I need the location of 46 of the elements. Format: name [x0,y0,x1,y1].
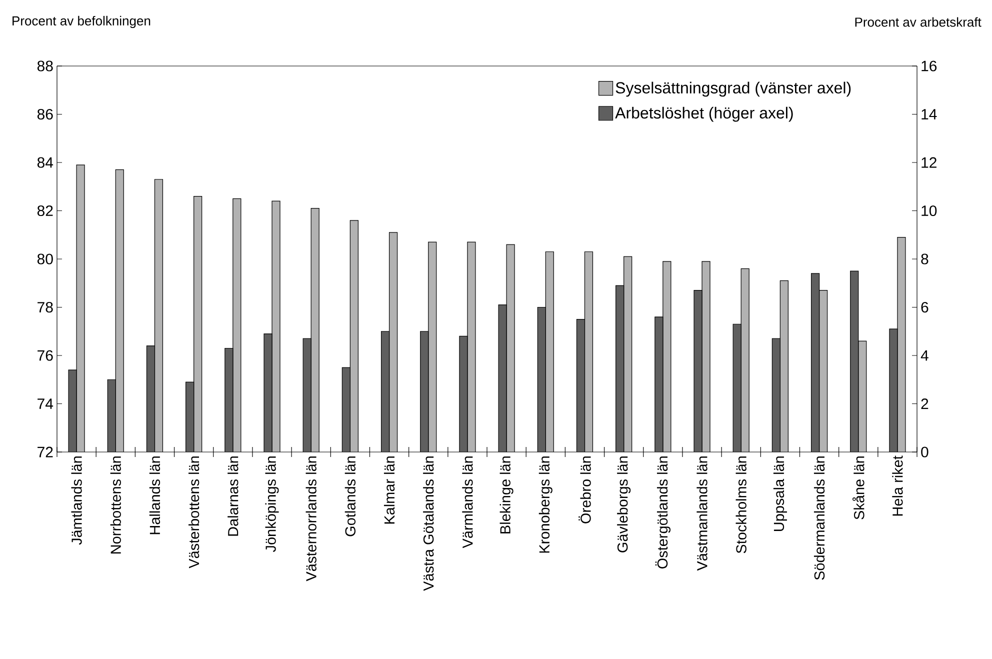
y2-tick-label: 2 [921,398,928,409]
y-tick-label: 86 [37,108,53,120]
y2-tick-label: 6 [921,302,928,313]
y2-tick-label: 10 [922,205,937,216]
y2-tick-label: 16 [922,60,937,72]
x-tick-label: Blekinge län [500,456,514,534]
y2-tick-label: 8 [921,254,928,264]
bar [186,382,194,452]
bar [108,380,116,452]
y2-tick-label: 0 [921,446,928,458]
y2-tick-label: 4 [920,350,928,361]
x-tick-label: Jämtlands län [71,456,82,545]
y-axis-title: Procent av befolkningen [12,16,150,28]
x-tick-label: Västmanlands län [696,456,708,571]
y-tick-label: 74 [38,398,54,409]
y2-tick-label: 14 [922,109,937,120]
x-tick-label: Västerbottens län [188,456,200,568]
x-tick-label: Stockholms län [736,456,746,554]
x-tick-label: Kronobergs län [538,456,552,553]
x-tick-label: Gävleborgs län [617,456,631,552]
y2-axis-title: Procent av arbetskraft [855,17,982,27]
y-tick-label: 72 [38,446,53,458]
x-tick-label: Västra Götalands län [423,456,434,591]
y-tick-label: 82 [37,205,53,216]
y-tick-label: 76 [38,350,53,361]
x-tick-label: Gotlands län [344,456,356,536]
x-tick-label: Örebro län [578,456,591,524]
y2-tick-label: 12 [922,157,936,168]
y-tick-label: 80 [37,254,53,264]
x-tick-label: Södermanlands län [814,456,825,580]
legend-label: Arbetslöshet (höger axel) [615,106,793,122]
y-tick-label: 84 [37,157,54,168]
y-tick-label: 78 [38,302,53,313]
x-tick-label: Uppsala län [773,456,787,531]
x-tick-label: Värmlands län [462,456,473,548]
x-tick-label: Skåne län [852,456,864,520]
x-tick-label: Hallands län [149,456,160,534]
x-tick-label: Dalarnas län [228,456,238,536]
y-tick-label: 88 [37,60,53,72]
x-tick-label: Västernorrlands län [306,456,316,582]
x-tick-label: Norrbottens län [110,456,121,554]
x-tick-label: Jönköpings län [265,456,279,552]
x-tick-label: Östergötlands län [655,456,670,568]
x-tick-label: Hela riket [892,456,903,516]
legend-label: Syselsättningsgrad (vänster axel) [616,82,851,97]
x-tick-label: Kalmar län [384,456,395,524]
